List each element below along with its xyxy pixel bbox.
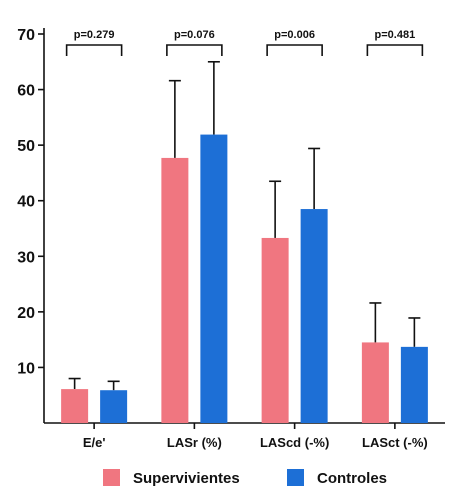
y-tick-label: 70 <box>17 27 35 44</box>
p-value-label: p=0.076 <box>174 29 215 41</box>
significance-bracket <box>366 44 424 56</box>
bar-controles <box>200 134 228 423</box>
y-tick-label: 60 <box>17 83 35 100</box>
p-value-label: p=0.481 <box>375 29 416 41</box>
x-tick-label: LAScd (-%) <box>260 435 329 450</box>
bar-supervivientes <box>61 389 89 423</box>
bar-supervivientes <box>261 237 289 423</box>
bar-controles <box>300 209 328 423</box>
significance-bracket <box>266 44 323 56</box>
bar-supervivientes <box>361 342 389 423</box>
p-value-label: p=0.006 <box>274 29 315 41</box>
y-tick-label: 10 <box>17 360 35 377</box>
bars <box>61 134 428 423</box>
significance-bracket <box>65 44 123 56</box>
bar-supervivientes <box>161 157 189 423</box>
significance-brackets: p=0.279 p=0.076 p=0.006 p=0.481 <box>65 29 424 56</box>
legend-swatch-supervivientes <box>103 469 120 486</box>
y-tick-label: 50 <box>17 138 35 155</box>
x-tick-label: LASr (%) <box>167 435 222 450</box>
y-tick-label: 30 <box>17 249 35 266</box>
legend-swatch-controles <box>287 469 304 486</box>
bar-controles <box>100 390 128 423</box>
axes: 10 20 30 40 50 60 70 E/e' LASr (%) LAScd (-%) LASc… <box>17 27 445 450</box>
legend-label-supervivientes: Supervivientes <box>133 470 240 487</box>
y-tick-label: 20 <box>17 305 35 322</box>
y-tick-label: 40 <box>17 194 35 211</box>
error-bars <box>68 60 421 391</box>
x-tick-label: E/e' <box>83 435 106 450</box>
p-value-label: p=0.279 <box>74 29 115 41</box>
legend-label-controles: Controles <box>317 470 387 487</box>
significance-bracket <box>166 44 223 56</box>
legend: Supervivientes Controles <box>103 469 387 487</box>
x-tick-label: LASct (-%) <box>362 435 428 450</box>
bar-controles <box>400 346 428 423</box>
